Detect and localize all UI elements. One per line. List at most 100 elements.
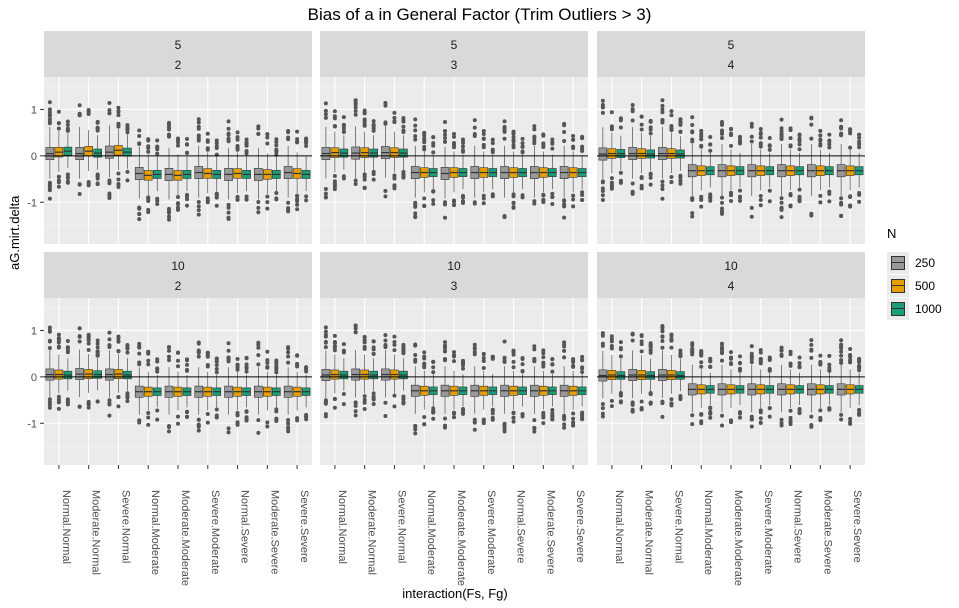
outlier-point: [235, 410, 240, 415]
y-tick-label: 1: [31, 325, 37, 337]
outlier-point: [788, 352, 793, 357]
outlier-point: [323, 325, 328, 330]
outlier-point: [256, 430, 261, 435]
outlier-point: [818, 138, 823, 143]
outlier-point: [47, 107, 52, 112]
outlier-point: [431, 198, 436, 203]
outlier-point: [116, 404, 121, 409]
outlier-point: [562, 121, 567, 126]
outlier-point: [797, 197, 802, 202]
outlier-point: [779, 352, 784, 357]
outlier-point: [304, 194, 309, 199]
outlier-point: [848, 127, 853, 132]
legend-swatch-250: [891, 255, 905, 270]
outlier-point: [185, 409, 189, 414]
outlier-point: [185, 194, 189, 199]
outlier-point: [256, 131, 261, 136]
outlier-point: [431, 365, 436, 370]
outlier-point: [609, 176, 614, 181]
outlier-point: [274, 370, 279, 375]
outlier-point: [630, 338, 635, 343]
outlier-point: [580, 198, 585, 203]
outlier-point: [758, 203, 763, 208]
outlier-point: [490, 141, 495, 146]
legend-title: N: [887, 226, 897, 241]
outlier-point: [452, 410, 456, 415]
outlier-point: [660, 414, 665, 419]
outlier-point: [214, 362, 219, 367]
outlier-point: [383, 194, 388, 199]
outlier-point: [295, 193, 300, 198]
outlier-point: [244, 151, 249, 156]
outlier-point: [600, 414, 605, 419]
outlier-point: [690, 197, 695, 202]
outlier-point: [618, 354, 623, 359]
facet-strip: [44, 31, 312, 77]
outlier-point: [125, 399, 130, 404]
outlier-point: [848, 359, 853, 364]
outlier-point: [660, 183, 665, 188]
outlier-point: [818, 353, 823, 358]
outlier-point: [47, 113, 52, 118]
legend-key-1000: [887, 297, 909, 320]
strip-label-row: 10: [724, 259, 738, 273]
outlier-point: [116, 113, 121, 118]
outlier-point: [720, 209, 724, 214]
outlier-point: [413, 427, 418, 432]
outlier-point: [244, 137, 249, 142]
outlier-point: [235, 194, 240, 199]
outlier-point: [690, 343, 695, 348]
outlier-point: [788, 363, 793, 368]
outlier-point: [720, 200, 724, 205]
outlier-point: [323, 112, 328, 117]
outlier-point: [857, 145, 862, 150]
outlier-point: [214, 407, 219, 412]
outlier-point: [520, 355, 525, 360]
outlier-point: [648, 392, 653, 397]
outlier-point: [669, 126, 674, 131]
outlier-point: [749, 355, 754, 360]
outlier-point: [95, 125, 100, 130]
outlier-point: [226, 136, 231, 141]
outlier-point: [107, 398, 112, 403]
outlier-point: [708, 148, 713, 153]
x-tick-label: Severe.Normal: [672, 490, 684, 563]
outlier-point: [839, 214, 844, 219]
outlier-point: [618, 125, 623, 130]
outlier-point: [383, 414, 388, 419]
outlier-point: [669, 401, 674, 406]
outlier-point: [630, 109, 635, 114]
outlier-point: [274, 143, 279, 148]
outlier-point: [116, 105, 121, 110]
outlier-point: [758, 194, 763, 199]
outlier-point: [571, 420, 576, 425]
outlier-point: [580, 136, 585, 141]
x-tick-label: Normal.Moderate: [702, 490, 714, 575]
outlier-point: [797, 147, 802, 152]
outlier-point: [678, 173, 683, 178]
x-tick-label: Moderate.Normal: [643, 490, 655, 575]
outlier-point: [839, 417, 844, 422]
outlier-point: [362, 122, 367, 127]
legend-label-1000: 1000: [915, 301, 942, 316]
outlier-point: [167, 214, 171, 219]
outlier-point: [413, 117, 418, 122]
outlier-point: [550, 407, 555, 412]
outlier-point: [392, 340, 397, 345]
outlier-point: [690, 137, 695, 142]
outlier-point: [511, 415, 516, 420]
outlier-point: [660, 103, 665, 108]
outlier-point: [65, 179, 70, 184]
outlier-point: [226, 341, 231, 346]
outlier-point: [362, 110, 367, 115]
outlier-point: [137, 351, 142, 356]
outlier-point: [295, 418, 300, 423]
outlier-point: [146, 138, 151, 143]
x-tick-label: Moderate.Moderate: [179, 490, 191, 586]
outlier-point: [56, 406, 61, 411]
outlier-point: [295, 140, 300, 145]
outlier-point: [205, 350, 210, 355]
outlier-point: [362, 175, 367, 180]
outlier-point: [562, 198, 567, 203]
outlier-point: [571, 364, 576, 369]
